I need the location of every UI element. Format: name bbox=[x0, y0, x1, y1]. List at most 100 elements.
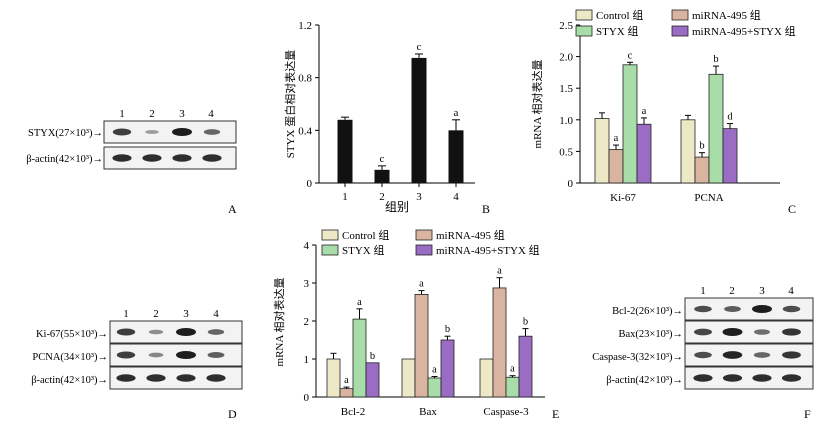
bar bbox=[722, 128, 738, 184]
blot-band bbox=[146, 374, 166, 382]
significance-letter: c bbox=[628, 50, 633, 61]
bar bbox=[608, 149, 624, 184]
blot-row-label: STYX(27×10³)→ bbox=[28, 128, 103, 139]
blot-row-label: PCNA(34×10³)→ bbox=[32, 352, 108, 363]
panel-letter-d: D bbox=[228, 407, 237, 421]
significance-letter: a bbox=[432, 364, 437, 375]
blot-band bbox=[203, 129, 221, 135]
x-tick-label: Caspase-3 bbox=[483, 406, 529, 418]
y-tick-label: 0 bbox=[304, 392, 310, 404]
blot-band bbox=[202, 154, 222, 162]
bar bbox=[594, 118, 610, 184]
significance-letter: c bbox=[380, 153, 385, 165]
blot-band bbox=[722, 351, 743, 359]
blot-band bbox=[148, 352, 164, 358]
legend-swatch bbox=[671, 25, 689, 37]
bar bbox=[492, 287, 507, 398]
legend-label: STYX 组 bbox=[596, 24, 638, 38]
panel-d-blot: 1 2 3 4 Ki-67(55×10³)→ PCNA(34×10³)→ β-a… bbox=[31, 308, 243, 421]
legend-swatch bbox=[575, 9, 593, 21]
y-tick-label: 3 bbox=[304, 278, 310, 290]
blot-band bbox=[693, 374, 713, 382]
lane-label: 2 bbox=[149, 108, 155, 120]
x-tick-label: PCNA bbox=[694, 192, 723, 204]
panel-a-blot: 1 2 3 4 STYX(27×10³)→ β-actin(42×10³)→ A bbox=[26, 108, 237, 216]
x-axis-title: 组别 bbox=[385, 200, 409, 214]
panel-c-chart: mRNA 相对表达量 C bbox=[530, 25, 796, 216]
lane-label: 1 bbox=[119, 108, 125, 120]
legend-swatch bbox=[575, 25, 593, 37]
blot-band bbox=[724, 306, 741, 312]
legend-label: miRNA-495 组 bbox=[692, 8, 761, 22]
panel-letter-b: B bbox=[482, 202, 490, 216]
x-tick-label: 4 bbox=[453, 191, 459, 203]
blot-band bbox=[752, 305, 772, 313]
y-tick-label: 0.5 bbox=[559, 146, 573, 158]
blot-band bbox=[206, 374, 226, 382]
significance-letter: b bbox=[445, 324, 450, 335]
y-axis-title: mRNA 相对表达量 bbox=[272, 278, 286, 367]
legend-label: miRNA-495+STYX 组 bbox=[436, 243, 540, 257]
y-axis-title: STYX 蛋白相对表达量 bbox=[283, 50, 297, 158]
significance-letter: b bbox=[713, 54, 718, 65]
bar bbox=[326, 358, 341, 398]
y-tick-label: 2.5 bbox=[559, 20, 573, 32]
blot-band bbox=[694, 351, 712, 359]
bar bbox=[337, 119, 353, 183]
significance-letter: a bbox=[510, 364, 515, 375]
y-tick-label: 2.0 bbox=[559, 52, 573, 64]
panel-letter-e: E bbox=[552, 407, 559, 421]
panel-letter-a: A bbox=[228, 202, 237, 216]
bar bbox=[505, 376, 520, 398]
blot-band bbox=[754, 329, 770, 335]
bar bbox=[401, 358, 416, 398]
y-tick-label: 4 bbox=[304, 240, 310, 252]
blot-band bbox=[207, 352, 225, 358]
bar bbox=[440, 339, 455, 398]
blot-band bbox=[176, 351, 196, 359]
panel-letter-c: C bbox=[788, 202, 796, 216]
blot-band bbox=[116, 328, 136, 336]
significance-letter: b bbox=[523, 317, 528, 328]
bar bbox=[636, 123, 652, 184]
bar bbox=[680, 119, 696, 184]
significance-letter: a bbox=[419, 279, 424, 290]
blot-band bbox=[172, 128, 192, 136]
blot-band bbox=[694, 328, 712, 336]
blot-band bbox=[145, 130, 159, 134]
blot-strip bbox=[684, 366, 814, 390]
blot-row-label: β-actin(42×10³)→ bbox=[606, 375, 683, 386]
y-tick-label: 0 bbox=[307, 178, 313, 190]
blot-band bbox=[142, 154, 162, 162]
bar bbox=[479, 358, 494, 398]
blot-band bbox=[722, 374, 743, 382]
y-tick-label: 1.2 bbox=[298, 20, 312, 32]
bar bbox=[352, 318, 367, 398]
blot-band bbox=[112, 154, 132, 162]
legend-swatch bbox=[671, 9, 689, 21]
y-tick-label: 0 bbox=[568, 178, 574, 190]
blot-strip bbox=[103, 120, 237, 144]
panel-b-chart: STYX 蛋白相对表达量 组别 B bbox=[283, 25, 490, 216]
bar bbox=[411, 57, 427, 183]
lane-label: 4 bbox=[788, 285, 794, 297]
blot-band bbox=[148, 329, 164, 335]
legend-label: Control 组 bbox=[596, 8, 643, 22]
significance-letter: b bbox=[699, 141, 704, 152]
x-tick-label: 1 bbox=[342, 191, 348, 203]
y-tick-label: 0.4 bbox=[298, 125, 312, 137]
x-tick-label: Bax bbox=[419, 406, 437, 418]
panel-letter-f: F bbox=[804, 407, 811, 421]
bar bbox=[427, 377, 442, 398]
significance-letter: a bbox=[614, 133, 619, 144]
blot-band bbox=[782, 305, 801, 313]
legend-swatch bbox=[415, 229, 433, 241]
blot-strip bbox=[684, 320, 814, 344]
blot-band bbox=[176, 374, 196, 382]
bar bbox=[694, 156, 710, 184]
blot-row-label: Ki-67(55×10³)→ bbox=[36, 329, 108, 340]
y-tick-label: 2 bbox=[304, 316, 310, 328]
legend-label: miRNA-495 组 bbox=[436, 228, 505, 242]
blot-band bbox=[752, 374, 772, 382]
